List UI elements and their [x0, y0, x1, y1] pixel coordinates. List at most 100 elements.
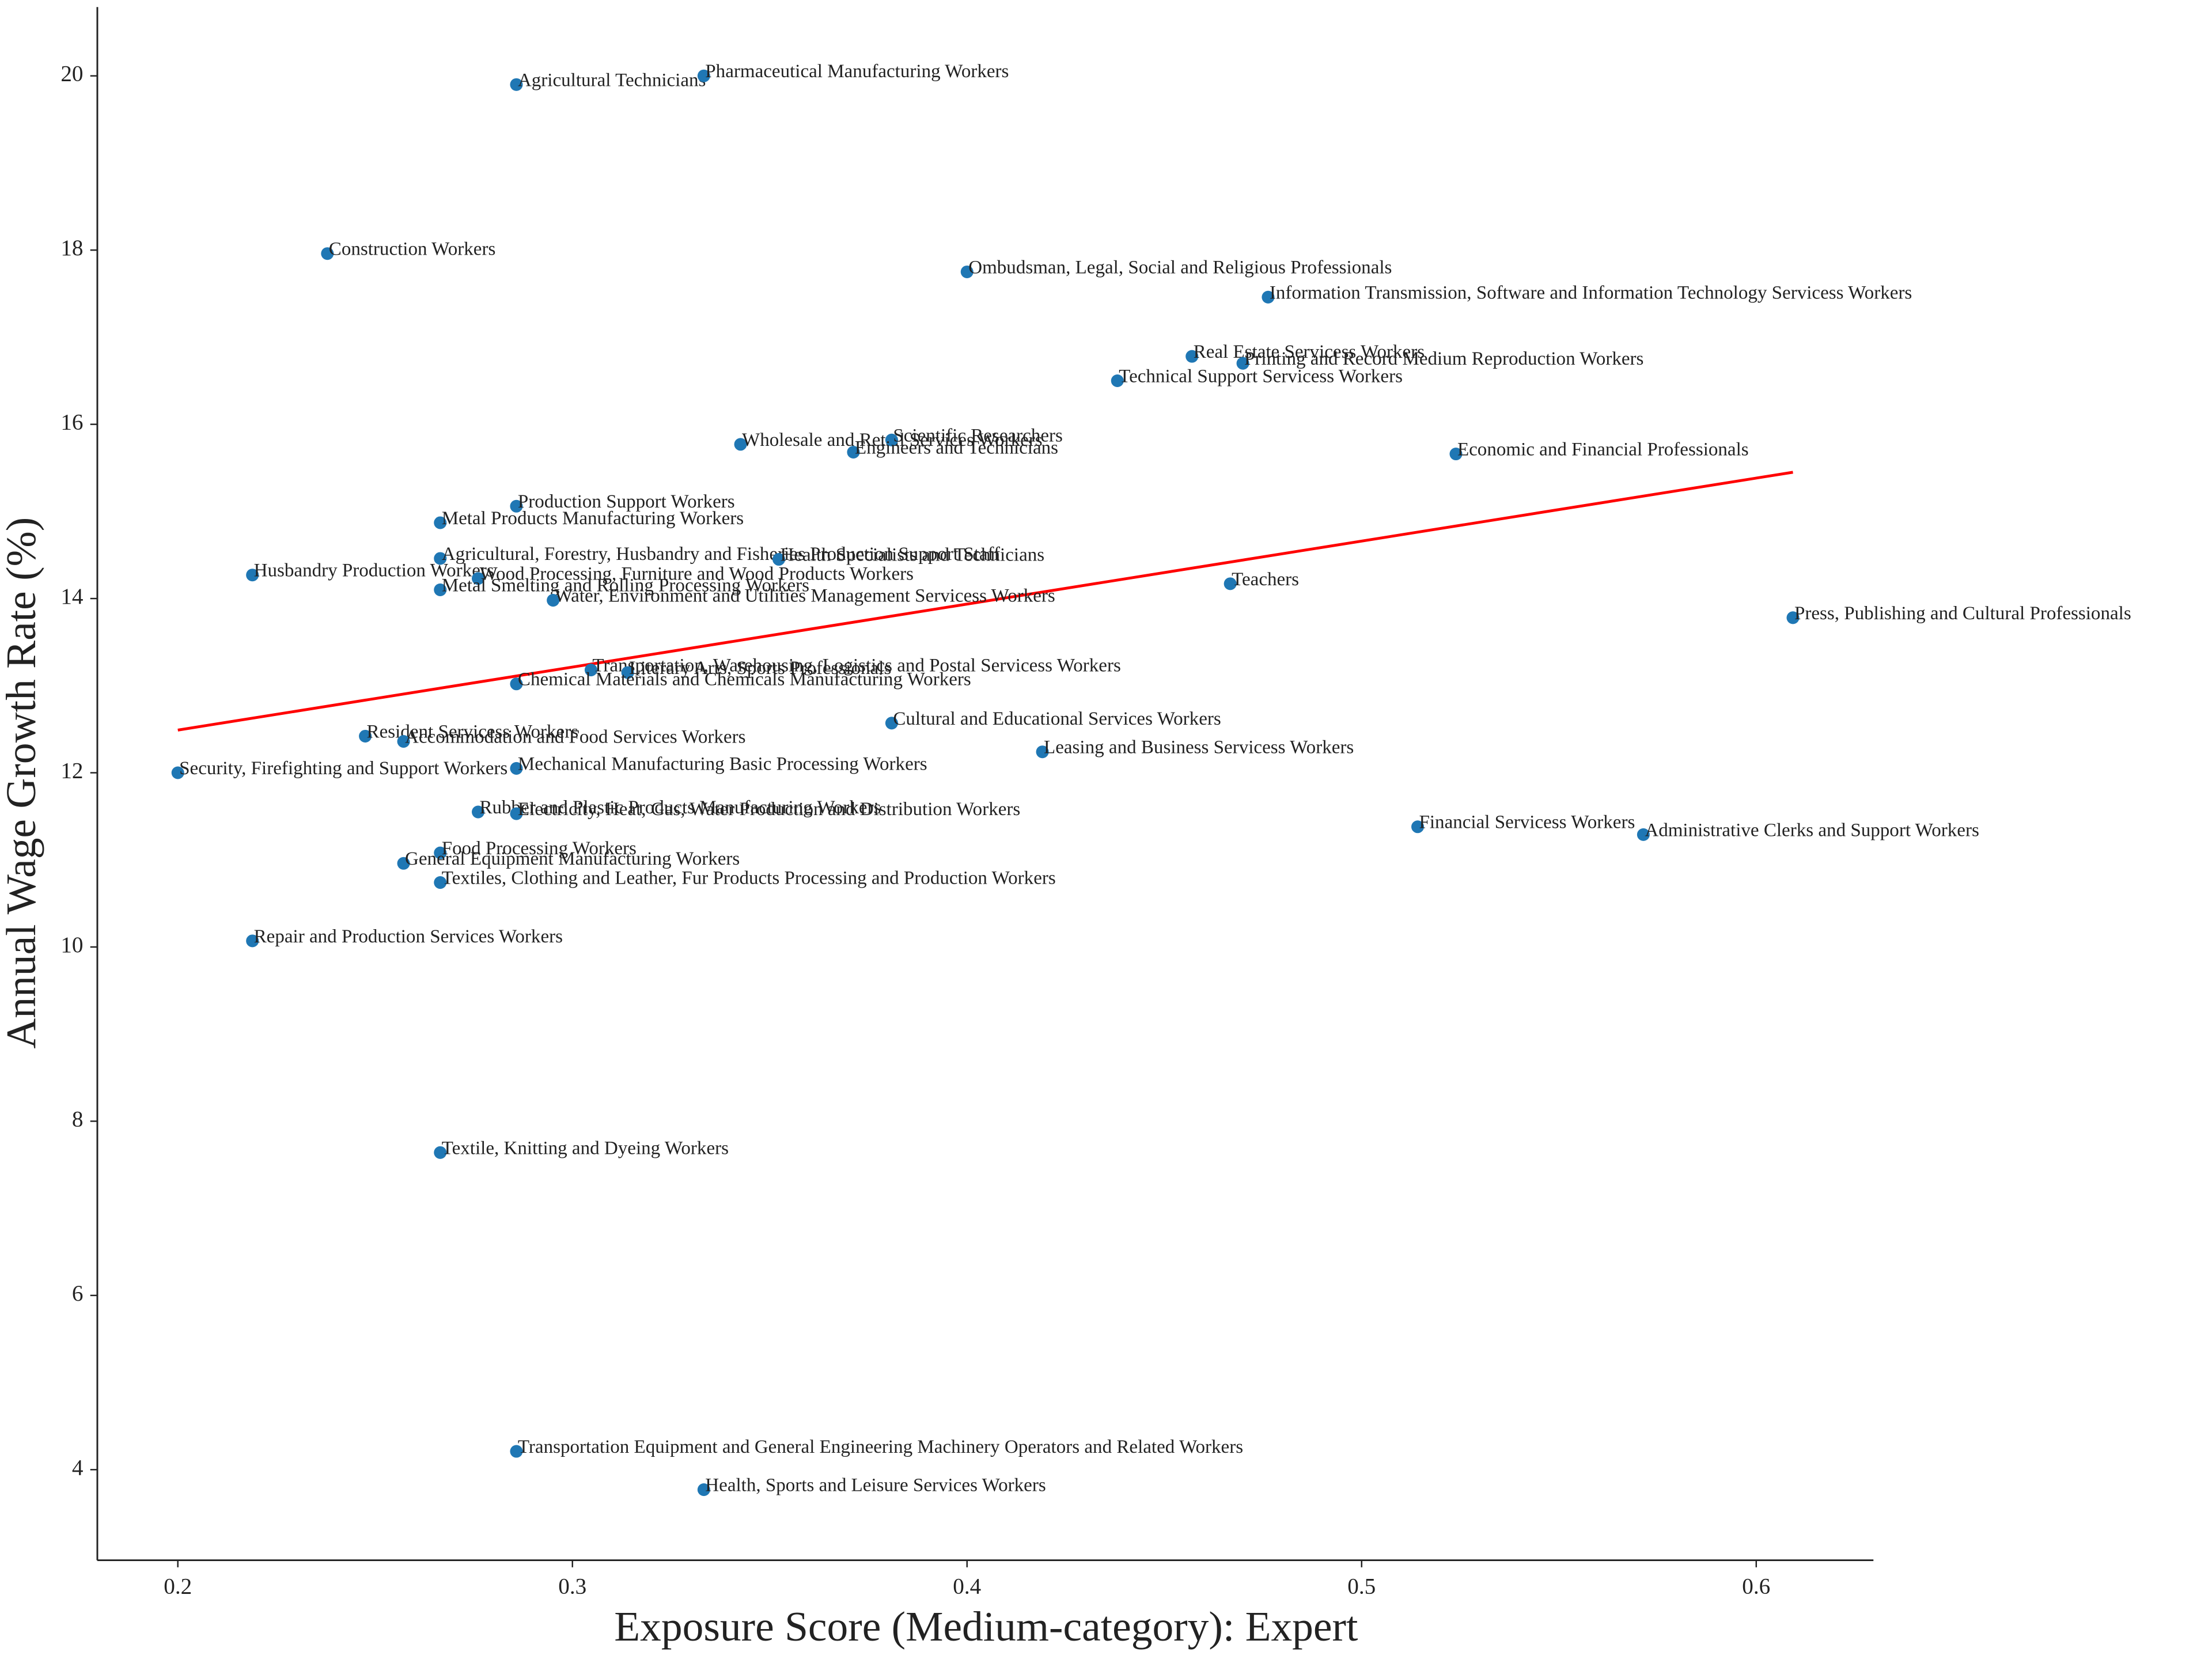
- point-label: Administrative Clerks and Support Worker…: [1645, 820, 1979, 840]
- point-label: Leasing and Business Servicess Workers: [1044, 737, 1354, 758]
- point-label: Textiles, Clothing and Leather, Fur Prod…: [442, 868, 1056, 888]
- point-label: Engineers and Technicians: [855, 437, 1058, 458]
- point: [510, 78, 523, 91]
- point: [434, 846, 447, 859]
- point-label: Wood Processing, Furniture and Wood Prod…: [479, 564, 914, 585]
- point-label: Information Transmission, Software and I…: [1270, 282, 1912, 303]
- point: [434, 552, 447, 565]
- point: [1637, 828, 1650, 841]
- point-label: Metal Products Manufacturing Workers: [442, 508, 744, 529]
- point-label: General Equipment Manufacturing Workers: [405, 849, 740, 869]
- point: [885, 433, 898, 446]
- point: [472, 572, 485, 585]
- point-label: Teachers: [1232, 569, 1299, 590]
- point-label: Husbandry Production Workers: [254, 560, 494, 581]
- point: [359, 729, 372, 743]
- point-label: Textile, Knitting and Dyeing Workers: [442, 1138, 729, 1158]
- point-label: Transportation Equipment and General Eng…: [518, 1437, 1243, 1457]
- point-label: Ombudsman, Legal, Social and Religious P…: [968, 257, 1392, 278]
- point-label: Construction Workers: [329, 239, 496, 260]
- point-label: Security, Firefighting and Support Worke…: [179, 758, 507, 779]
- trend-line: [177, 471, 1793, 732]
- point-label: Metal Smelting and Rolling Processing Wo…: [442, 575, 809, 596]
- point: [697, 69, 710, 82]
- point: [434, 1146, 447, 1159]
- y-tick-label: 12: [60, 758, 83, 783]
- point: [171, 766, 184, 779]
- point: [321, 247, 334, 260]
- y-tick-label: 6: [72, 1281, 84, 1306]
- point: [397, 857, 410, 870]
- point-label: Real Estate Servicess Workers: [1194, 342, 1425, 362]
- x-tick-label: 0.4: [953, 1574, 981, 1599]
- point-label: Health Specialists and Technicians: [780, 544, 1044, 565]
- point: [847, 445, 860, 459]
- point-label: Electricity, Heat, Gas, Water Production…: [518, 799, 1020, 820]
- point: [510, 677, 523, 691]
- point: [1449, 448, 1463, 461]
- y-tick-label: 10: [60, 933, 83, 957]
- y-tick-label: 16: [60, 410, 83, 435]
- point: [510, 499, 523, 513]
- point-label: Agricultural, Forestry, Husbandry and Fi…: [442, 544, 1000, 565]
- point: [246, 934, 259, 948]
- point-label: Economic and Financial Professionals: [1457, 439, 1749, 460]
- y-axis-title: Annual Wage Growth Rate (%): [0, 517, 44, 1049]
- point-label: Food Processing Workers: [442, 838, 637, 859]
- point: [434, 876, 447, 889]
- point-label: Technical Support Servicess Workers: [1119, 366, 1403, 387]
- point: [1262, 290, 1275, 304]
- point-label: Accommodation and Food Services Workers: [405, 727, 745, 748]
- y-tick-label: 4: [72, 1455, 84, 1480]
- y-tick-label: 14: [60, 584, 83, 609]
- point: [510, 762, 523, 775]
- point: [1224, 577, 1237, 590]
- point: [510, 807, 523, 820]
- y-tick-label: 18: [60, 236, 83, 260]
- point: [621, 666, 634, 679]
- point: [397, 735, 410, 748]
- point: [510, 1445, 523, 1458]
- point: [772, 552, 786, 566]
- x-tick-label: 0.5: [1347, 1574, 1376, 1599]
- point: [434, 516, 447, 529]
- point-label: Scientific Researchers: [893, 425, 1063, 446]
- point-label: Water, Environment and Utilities Managem…: [555, 586, 1055, 607]
- point-label: Repair and Production Services Workers: [254, 926, 563, 947]
- point: [1185, 350, 1199, 363]
- y-tick-label: 20: [60, 62, 83, 86]
- point: [472, 805, 485, 819]
- point: [734, 438, 747, 451]
- x-tick-label: 0.2: [164, 1574, 192, 1599]
- x-tick-label: 0.3: [558, 1574, 586, 1599]
- point-label: Mechanical Manufacturing Basic Processin…: [518, 753, 927, 774]
- point: [246, 569, 259, 582]
- point: [584, 664, 597, 677]
- point: [434, 583, 447, 596]
- x-axis-title: Exposure Score (Medium-category): Expert: [614, 1603, 1358, 1650]
- point-label: Pharmaceutical Manufacturing Workers: [705, 61, 1009, 82]
- x-tick-label: 0.6: [1742, 1574, 1770, 1599]
- point-label: Chemical Materials and Chemicals Manufac…: [518, 669, 971, 690]
- point-label: Rubber and Plastic Products Manufacturin…: [479, 797, 881, 818]
- y-tick-label: 8: [72, 1107, 84, 1131]
- point-label: Financial Servicess Workers: [1419, 812, 1635, 833]
- point: [885, 717, 898, 730]
- point-label: Printing and Record Medium Reproduction …: [1244, 349, 1643, 369]
- point: [1036, 745, 1049, 759]
- point: [1236, 357, 1249, 370]
- point: [547, 594, 560, 607]
- point: [960, 265, 974, 278]
- point-label: Cultural and Educational Services Worker…: [893, 709, 1221, 729]
- point-label: Press, Publishing and Cultural Professio…: [1794, 603, 2131, 624]
- point-label: Agricultural Technicians: [518, 70, 706, 90]
- point: [1411, 820, 1425, 834]
- point: [1111, 374, 1124, 388]
- point: [1786, 611, 1800, 624]
- point-label: Health, Sports and Leisure Services Work…: [705, 1475, 1046, 1496]
- point-label: Production Support Workers: [518, 491, 735, 512]
- point-label: Literary Arts, Sports Professionals: [629, 658, 891, 679]
- point-label: Transportation, Warehousing, Logistics a…: [592, 656, 1120, 676]
